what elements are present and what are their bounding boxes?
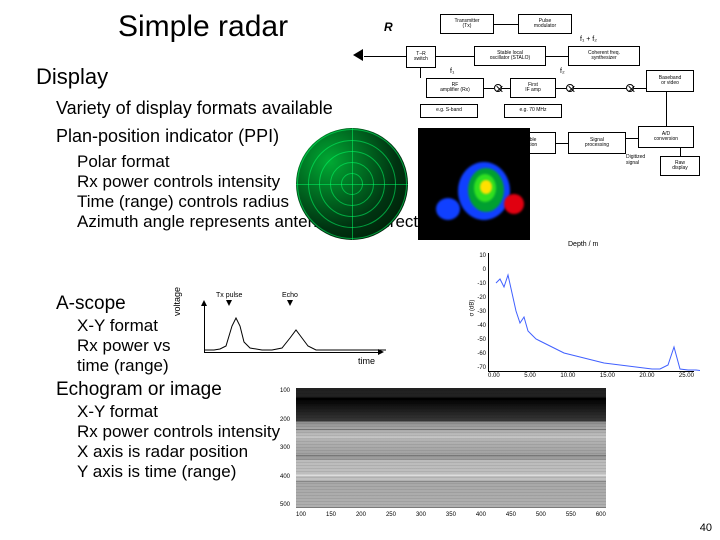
page-number: 40 — [700, 522, 712, 534]
echogram-image: 100150200250300350400450500550600 100200… — [296, 388, 606, 508]
bd-pm: Pulse modulator — [518, 14, 572, 34]
bd-sub-f1f2: f₁ + f₂ — [580, 36, 597, 43]
bd-cfs: Coherent freq. synthesizer — [568, 46, 640, 66]
section-ascope: A-scope — [56, 293, 126, 315]
ppi-scope — [296, 128, 408, 240]
bd-stalo: Stable local oscillator (STALO) — [474, 46, 546, 66]
ppi-sweep-icon — [352, 128, 408, 184]
ascope-txpulse-label: Tx pulse — [216, 292, 242, 306]
bd-eg1: e.g. S-band — [420, 104, 478, 118]
range-label: R — [384, 20, 393, 34]
section-echogram: Echogram or image — [56, 379, 222, 401]
bd-bbv: Baseband or video — [646, 70, 694, 92]
mixer-icon — [566, 84, 574, 92]
bd-eg2: e.g. 70 MHz — [504, 104, 562, 118]
bd-sub-dig: Digitized signal — [626, 154, 645, 166]
line-ppi: Plan-position indicator (PPI) — [56, 126, 279, 147]
bd-raw: Raw display — [660, 156, 700, 176]
bd-sproc: Signal processing — [568, 132, 626, 154]
block-ascope-detail: X-Y format Rx power vs time (range) — [77, 316, 171, 376]
bd-sub-f1a: f₁ — [450, 68, 454, 75]
ascope-plot: voltage time Tx pulse Echo — [186, 298, 386, 372]
bd-tx: Transmitter (Tx) — [440, 14, 494, 34]
bd-trsw: T–R switch — [406, 46, 436, 68]
ascope-echo-label: Echo — [282, 292, 298, 306]
mixer-icon — [494, 84, 502, 92]
bd-rf: RF amplifier (Rx) — [426, 78, 484, 98]
bd-sub-f2: f₂ — [560, 68, 565, 75]
antenna-icon — [353, 49, 363, 61]
section-display: Display — [36, 64, 108, 90]
block-echogram-detail: X-Y format Rx power controls intensity X… — [77, 402, 280, 482]
ascope-ylabel: voltage — [172, 287, 182, 316]
line-variety: Variety of display formats available — [56, 98, 333, 119]
bd-ifamp: First IF amp — [510, 78, 556, 98]
bd-ad: A/D conversion — [638, 126, 694, 148]
weather-ppi — [418, 128, 530, 240]
page-title: Simple radar — [118, 10, 288, 44]
backscatter-plot: Depth / m σ (dB) 0.005.0010.0015.0020.00… — [468, 241, 700, 381]
mixer-icon — [626, 84, 634, 92]
